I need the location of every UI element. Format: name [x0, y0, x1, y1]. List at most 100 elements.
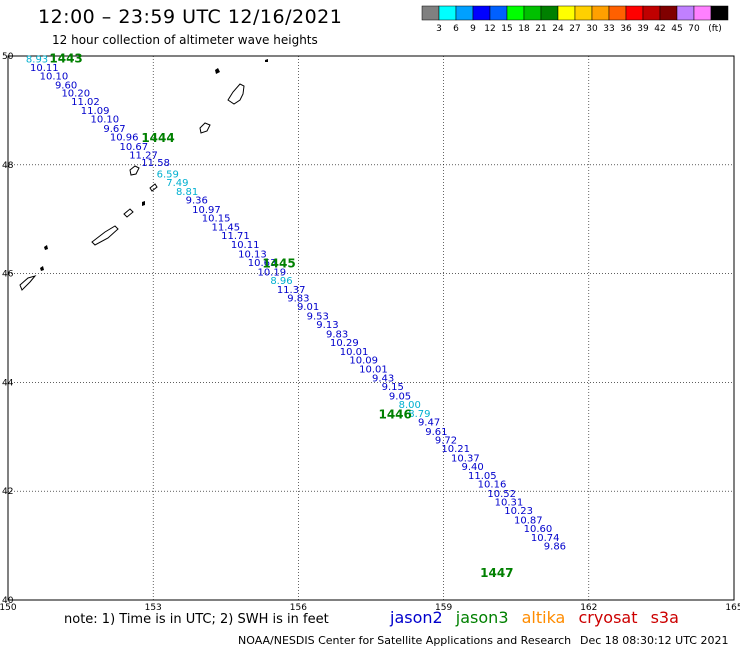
- wave-height-value: 10.11: [231, 240, 260, 251]
- legend-s3a: s3a: [650, 608, 679, 627]
- wave-height-value: 11.09: [81, 106, 110, 117]
- lat-tick-label: 48: [2, 161, 14, 171]
- lon-tick-label: 159: [435, 603, 452, 613]
- scale-label: 15: [501, 24, 512, 34]
- wave-height-value: 9.47: [418, 418, 440, 429]
- wave-height-value: 10.63: [248, 258, 277, 269]
- scale-label: 12: [484, 24, 495, 34]
- wave-height-value: 9.36: [186, 196, 208, 207]
- scale-label: 9: [470, 24, 476, 34]
- island-12: [265, 59, 268, 62]
- scale-label: 70: [688, 24, 700, 34]
- axis-tick-labels: 150 153 156 159 162 165 50 48 46 44 42 40: [0, 52, 740, 613]
- wave-height-value: 10.10: [40, 72, 69, 83]
- lon-tick-label: 165: [725, 603, 740, 613]
- lat-tick-label: 44: [2, 378, 14, 388]
- lat-tick-label: 42: [2, 487, 13, 497]
- scale-unit: (ft): [708, 24, 722, 34]
- time-label: 1447: [480, 566, 513, 580]
- wave-height-value: 11.45: [211, 222, 240, 233]
- legend-cryosat: cryosat: [578, 608, 638, 627]
- scale-swatch: [710, 5, 729, 21]
- wave-height-value: 10.60: [524, 524, 553, 535]
- wave-height-value: 10.21: [441, 444, 470, 455]
- wave-height-value: 9.43: [372, 374, 394, 385]
- map-title: 12:00 – 23:59 UTC 12/16/2021: [38, 6, 343, 28]
- timestamp: Dec 18 08:30:12 UTC 2021: [580, 634, 729, 647]
- wave-height-value: 10.09: [349, 356, 378, 367]
- wave-height-value: 9.61: [425, 427, 447, 438]
- wave-height-value: 10.13: [238, 249, 267, 260]
- island-6: [149, 183, 158, 192]
- wave-height-value: 8.93: [26, 55, 48, 66]
- scale-label: 24: [552, 24, 564, 34]
- legend-jason2: jason2: [390, 608, 443, 627]
- lon-tick-label: 153: [145, 603, 162, 613]
- wave-height-value: 10.10: [90, 115, 119, 126]
- satellite-legend: jason2 jason3 altika cryosat s3a: [390, 608, 687, 627]
- wave-height-value: 8.81: [176, 187, 198, 198]
- map-plot: 8.9310.1110.109.6010.2011.0211.0910.109.…: [0, 52, 740, 613]
- island-11: [129, 165, 140, 176]
- lat-tick-label: 40: [2, 596, 14, 606]
- lat-tick-label: 46: [2, 270, 14, 280]
- time-label: 1445: [262, 256, 295, 270]
- wave-height-value: 10.19: [257, 267, 286, 278]
- wave-height-value: 10.23: [504, 506, 533, 517]
- wave-height-value: 9.01: [297, 302, 319, 313]
- wave-height-value: 10.52: [487, 489, 516, 500]
- legend-altika: altika: [521, 608, 566, 627]
- wave-height-value: 11.02: [71, 97, 100, 108]
- scale-label: 45: [671, 24, 682, 34]
- island-3: [215, 68, 220, 74]
- wave-height-labels: 8.9310.1110.109.6010.2011.0211.0910.109.…: [26, 55, 566, 553]
- scale-label: 30: [586, 24, 598, 34]
- legend-jason3: jason3: [455, 608, 509, 627]
- scale-label: 39: [637, 24, 649, 34]
- scale-label: 42: [654, 24, 665, 34]
- island-2: [199, 122, 211, 134]
- wave-height-value: 9.86: [544, 542, 566, 553]
- time-label: 1446: [378, 407, 411, 421]
- scale-label: 27: [569, 24, 580, 34]
- wave-height-value: 8.79: [408, 409, 430, 420]
- wave-height-value: 9.53: [307, 311, 329, 322]
- wave-height-value: 11.71: [221, 231, 250, 242]
- map-subtitle: 12 hour collection of altimeter wave hei…: [52, 33, 318, 47]
- time-label: 1443: [49, 52, 82, 66]
- wave-height-value: 9.83: [326, 329, 348, 340]
- island-9: [40, 266, 44, 271]
- wave-height-value: 7.49: [166, 178, 188, 189]
- wave-height-value: 10.20: [61, 88, 90, 99]
- wave-height-value: 10.29: [330, 338, 359, 349]
- wave-height-value: 11.58: [141, 158, 170, 169]
- scale-label: 6: [453, 24, 459, 34]
- lat-tick-label: 50: [2, 52, 14, 62]
- wave-height-value: 9.05: [389, 391, 411, 402]
- time-labels: 1443 1444 1445 1446 1447: [49, 52, 513, 580]
- scale-label: 33: [603, 24, 614, 34]
- wave-height-value: 10.37: [451, 453, 480, 464]
- lon-tick-label: 150: [0, 603, 17, 613]
- wave-height-value: 9.13: [316, 320, 338, 331]
- wave-height-value: 11.05: [468, 471, 497, 482]
- wave-height-value: 10.87: [514, 515, 543, 526]
- time-label: 1444: [141, 131, 174, 145]
- wave-height-value: 8.96: [270, 276, 292, 287]
- wave-height-value: 10.31: [495, 498, 524, 509]
- lon-tick-label: 162: [580, 603, 597, 613]
- wave-height-value: 9.40: [462, 462, 484, 473]
- scale-label: 3: [436, 24, 442, 34]
- color-scale: 3 6 9 12 15 18 21 24 27 30 33 36 39 42 45 70 (ft): [421, 5, 729, 34]
- credit-text: NOAA/NESDIS Center for Satellite Applica…: [238, 634, 572, 647]
- wave-height-value: 9.72: [435, 436, 457, 447]
- wave-height-value: 9.83: [287, 294, 309, 305]
- graticule: [7, 55, 735, 601]
- wave-height-value: 10.15: [202, 214, 231, 225]
- wave-height-value: 10.96: [110, 133, 139, 144]
- wave-height-value: 11.37: [277, 285, 306, 296]
- wave-height-value: 9.67: [103, 124, 125, 135]
- scale-label: 36: [620, 24, 632, 34]
- wave-height-value: 10.01: [359, 364, 388, 375]
- wave-height-value: 8.00: [399, 400, 421, 411]
